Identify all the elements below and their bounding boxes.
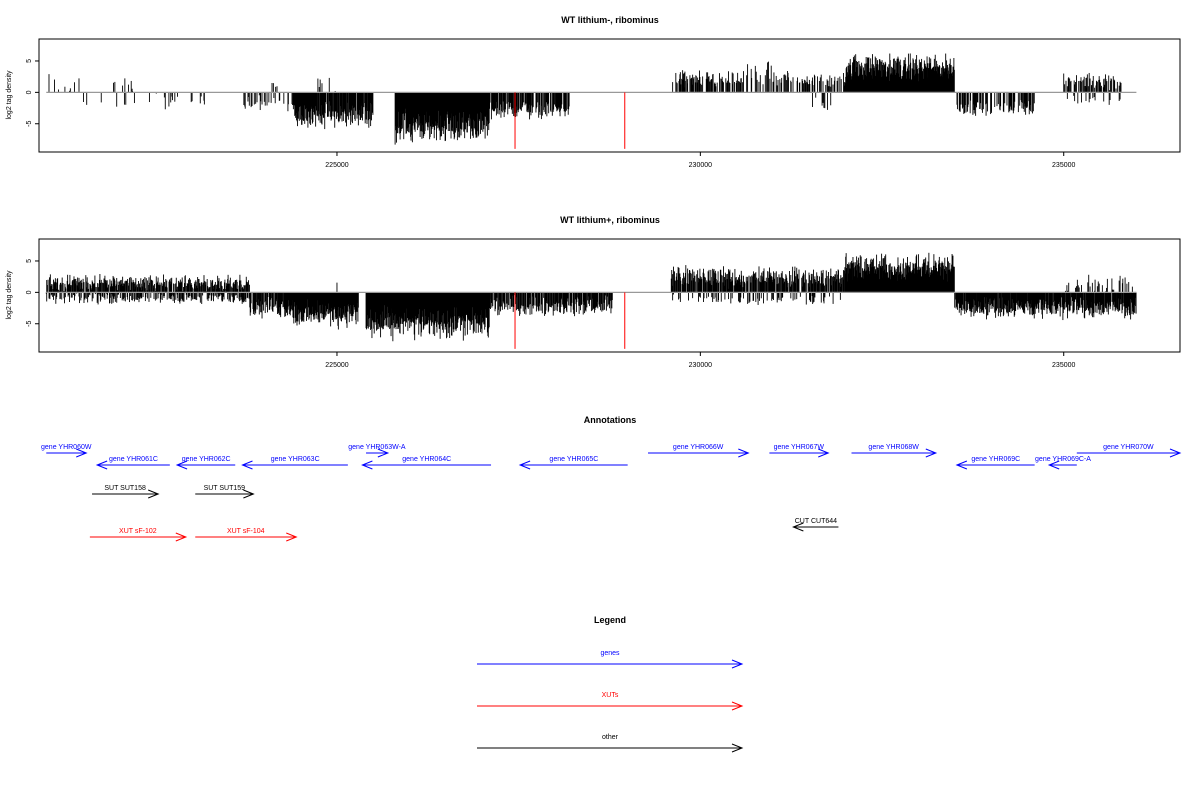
feature-label: gene YHR067W: [774, 444, 825, 451]
feature-gene: gene YHR069C: [955, 456, 1035, 470]
feature-arrow: [175, 460, 236, 470]
feature-label: gene YHR065C: [549, 456, 598, 463]
plot-frame: [38, 238, 1181, 353]
legend: Legend genes XUTs other: [477, 615, 744, 753]
annotations-title: Annotations: [584, 415, 637, 425]
x-tick-label: 235000: [1052, 362, 1075, 369]
x-axis: 225000 230000 235000: [325, 352, 1076, 369]
y-tick-label: 5: [26, 59, 33, 63]
track-title: WT lithium+, ribominus: [560, 215, 660, 225]
feature-other: SUT SUT158: [92, 485, 160, 499]
feature-arrow: [195, 489, 255, 499]
feature-gene: gene YHR060W: [41, 444, 92, 458]
feature-gene: gene YHR062C: [175, 456, 236, 470]
feature-arrow: [89, 532, 188, 542]
track-panel-lithium-plus: WT lithium+, ribominus log2 tag density …: [6, 215, 1181, 369]
legend-item-gene: genes: [477, 650, 744, 669]
legend-title: Legend: [594, 615, 626, 625]
legend-item-other: other: [477, 734, 744, 753]
feature-gene: gene YHR061C: [95, 456, 170, 470]
tag-density-bars: [45, 252, 1137, 342]
legend-items: genes XUTs other: [477, 650, 744, 753]
highlight-bars: [514, 292, 626, 349]
feature-list: gene YHR060W gene YHR061C gene YHR062C gene…: [41, 444, 1182, 542]
y-tick-label: 5: [26, 259, 33, 263]
x-tick-label: 225000: [325, 362, 348, 369]
feature-label: gene YHR070W: [1103, 444, 1154, 451]
feature-arrow: [1047, 460, 1077, 470]
feature-gene: gene YHR070W: [1076, 444, 1182, 458]
feature-label: gene YHR069C: [971, 456, 1020, 463]
feature-gene: gene YHR065C: [518, 456, 628, 470]
feature-arrow: [769, 448, 830, 458]
legend-arrow: [477, 659, 744, 669]
legend-label: XUTs: [602, 692, 619, 699]
legend-label: other: [602, 734, 619, 741]
legend-item-xut: XUTs: [477, 692, 744, 711]
track-panel-lithium-minus: WT lithium-, ribominus log2 tag density …: [6, 15, 1181, 169]
feature-label: SUT SUT159: [204, 485, 246, 492]
feature-arrow: [955, 460, 1035, 470]
feature-gene: gene YHR064C: [361, 456, 492, 470]
feature-label: XUT sF-102: [119, 528, 157, 535]
y-tick-label: 0: [26, 290, 33, 294]
y-tick-label: 0: [26, 90, 33, 94]
feature-label: gene YHR060W: [41, 444, 92, 451]
y-axis: -5 0 5: [26, 59, 39, 127]
feature-arrow: [46, 448, 88, 458]
feature-arrow: [361, 460, 492, 470]
feature-label: XUT sF-104: [227, 528, 265, 535]
track-title: WT lithium-, ribominus: [561, 15, 659, 25]
feature-label: gene YHR068W: [868, 444, 919, 451]
feature-gene: gene YHR069C-A: [1035, 456, 1091, 470]
feature-arrow: [366, 448, 390, 458]
feature-label: gene YHR063W-A: [348, 444, 406, 451]
y-axis-label: log2 tag density: [6, 270, 13, 320]
feature-arrow: [95, 460, 170, 470]
feature-label: CUT CUT644: [795, 518, 837, 525]
feature-label: gene YHR061C: [109, 456, 158, 463]
plot-frame: [38, 38, 1181, 153]
feature-arrow: [648, 448, 750, 458]
feature-gene: gene YHR068W: [851, 444, 938, 458]
feature-xut: XUT sF-102: [89, 528, 188, 542]
feature-arrow: [92, 489, 160, 499]
y-tick-label: -5: [26, 121, 33, 127]
feature-label: gene YHR064C: [402, 456, 451, 463]
feature-arrow: [518, 460, 628, 470]
x-tick-label: 235000: [1052, 162, 1075, 169]
x-axis: 225000 230000 235000: [325, 152, 1076, 169]
feature-label: gene YHR069C-A: [1035, 456, 1091, 463]
y-axis-label: log2 tag density: [6, 70, 13, 120]
feature-arrow: [195, 532, 298, 542]
feature-other: CUT CUT644: [792, 518, 839, 532]
x-tick-label: 230000: [689, 162, 712, 169]
feature-xut: XUT sF-104: [195, 528, 298, 542]
x-tick-label: 230000: [689, 362, 712, 369]
legend-arrow: [477, 701, 744, 711]
legend-arrow: [477, 743, 744, 753]
x-tick-label: 225000: [325, 162, 348, 169]
feature-gene: gene YHR063C: [241, 456, 348, 470]
feature-gene: gene YHR063W-A: [348, 444, 406, 458]
y-axis: -5 0 5: [26, 259, 39, 327]
feature-other: SUT SUT159: [195, 485, 255, 499]
feature-label: gene YHR063C: [271, 456, 320, 463]
feature-gene: gene YHR066W: [648, 444, 750, 458]
feature-label: gene YHR066W: [673, 444, 724, 451]
feature-arrow: [1076, 448, 1182, 458]
feature-arrow: [792, 522, 839, 532]
feature-label: SUT SUT158: [104, 485, 146, 492]
feature-label: gene YHR062C: [182, 456, 231, 463]
feature-arrow: [241, 460, 348, 470]
legend-label: genes: [600, 650, 620, 657]
feature-gene: gene YHR067W: [769, 444, 830, 458]
feature-arrow: [851, 448, 938, 458]
tag-density-bars: [46, 53, 1137, 145]
y-tick-label: -5: [26, 321, 33, 327]
highlight-bars: [514, 92, 626, 149]
